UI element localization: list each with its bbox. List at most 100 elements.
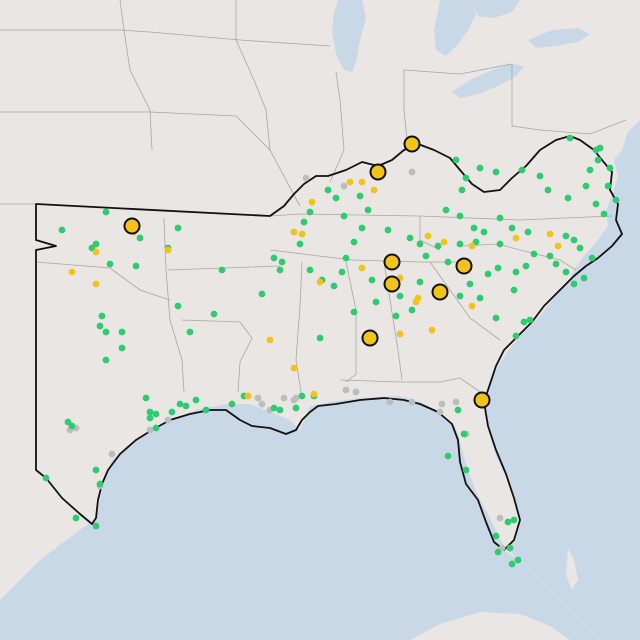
green-marker[interactable]	[434, 242, 442, 250]
green-marker[interactable]	[456, 240, 464, 248]
green-marker[interactable]	[512, 332, 520, 340]
yellow-marker[interactable]	[68, 268, 76, 276]
yellow-marker[interactable]	[244, 392, 252, 400]
gray-marker[interactable]	[438, 400, 446, 408]
green-marker[interactable]	[72, 514, 80, 522]
green-marker[interactable]	[508, 560, 516, 568]
green-marker[interactable]	[606, 164, 614, 172]
green-marker[interactable]	[384, 226, 392, 234]
green-marker[interactable]	[118, 328, 126, 336]
green-marker[interactable]	[364, 206, 372, 214]
gray-marker[interactable]	[452, 398, 460, 406]
green-marker[interactable]	[604, 182, 612, 190]
yellow-marker[interactable]	[554, 242, 562, 250]
green-marker[interactable]	[612, 196, 620, 204]
green-marker[interactable]	[522, 262, 530, 270]
green-marker[interactable]	[562, 232, 570, 240]
green-marker[interactable]	[588, 254, 596, 262]
large-yellow-marker[interactable]	[431, 283, 449, 301]
green-marker[interactable]	[146, 414, 154, 422]
green-marker[interactable]	[136, 234, 144, 242]
large-yellow-marker[interactable]	[369, 163, 387, 181]
green-marker[interactable]	[340, 212, 348, 220]
green-marker[interactable]	[514, 556, 522, 564]
yellow-marker[interactable]	[358, 178, 366, 186]
green-marker[interactable]	[270, 404, 278, 412]
green-marker[interactable]	[462, 174, 470, 182]
green-marker[interactable]	[106, 260, 114, 268]
green-marker[interactable]	[510, 286, 518, 294]
gray-marker[interactable]	[342, 386, 350, 394]
yellow-marker[interactable]	[468, 302, 476, 310]
green-marker[interactable]	[512, 268, 520, 276]
green-marker[interactable]	[338, 268, 346, 276]
green-marker[interactable]	[270, 254, 278, 262]
green-marker[interactable]	[496, 214, 504, 222]
green-marker[interactable]	[504, 518, 512, 526]
green-marker[interactable]	[306, 266, 314, 274]
yellow-marker[interactable]	[428, 326, 436, 334]
yellow-marker[interactable]	[396, 330, 404, 338]
green-marker[interactable]	[118, 344, 126, 352]
green-marker[interactable]	[456, 212, 464, 220]
gray-marker[interactable]	[352, 388, 360, 396]
green-marker[interactable]	[92, 466, 100, 474]
green-marker[interactable]	[576, 244, 584, 252]
green-marker[interactable]	[492, 168, 500, 176]
green-marker[interactable]	[408, 306, 416, 314]
green-marker[interactable]	[358, 224, 366, 232]
green-marker[interactable]	[42, 474, 50, 482]
large-yellow-marker[interactable]	[403, 135, 421, 153]
green-marker[interactable]	[350, 238, 358, 246]
yellow-marker[interactable]	[414, 294, 422, 302]
green-marker[interactable]	[526, 316, 534, 324]
green-marker[interactable]	[544, 186, 552, 194]
green-marker[interactable]	[202, 406, 210, 414]
yellow-marker[interactable]	[440, 238, 448, 246]
green-marker[interactable]	[186, 328, 194, 336]
gray-marker[interactable]	[254, 394, 262, 402]
green-marker[interactable]	[68, 422, 76, 430]
green-marker[interactable]	[278, 258, 286, 266]
yellow-marker[interactable]	[308, 198, 316, 206]
green-marker[interactable]	[132, 262, 140, 270]
green-marker[interactable]	[536, 172, 544, 180]
green-marker[interactable]	[168, 408, 176, 416]
green-marker[interactable]	[396, 292, 404, 300]
gray-marker[interactable]	[408, 398, 416, 406]
large-yellow-marker[interactable]	[361, 329, 379, 347]
green-marker[interactable]	[466, 280, 474, 288]
green-marker[interactable]	[58, 226, 66, 234]
green-marker[interactable]	[342, 254, 350, 262]
green-marker[interactable]	[332, 194, 340, 202]
gray-marker[interactable]	[496, 514, 504, 522]
gray-marker[interactable]	[146, 426, 154, 434]
green-marker[interactable]	[372, 298, 380, 306]
green-marker[interactable]	[460, 430, 468, 438]
green-marker[interactable]	[452, 156, 460, 164]
green-marker[interactable]	[306, 208, 314, 216]
green-marker[interactable]	[102, 208, 110, 216]
green-marker[interactable]	[594, 156, 602, 164]
green-marker[interactable]	[570, 236, 578, 244]
yellow-marker[interactable]	[310, 390, 318, 398]
yellow-marker[interactable]	[92, 280, 100, 288]
yellow-marker[interactable]	[290, 364, 298, 372]
yellow-marker[interactable]	[164, 246, 172, 254]
gray-marker[interactable]	[408, 168, 416, 176]
yellow-marker[interactable]	[512, 234, 520, 242]
green-marker[interactable]	[406, 234, 414, 242]
yellow-marker[interactable]	[92, 248, 100, 256]
yellow-marker[interactable]	[298, 230, 306, 238]
green-marker[interactable]	[462, 466, 470, 474]
green-marker[interactable]	[492, 532, 500, 540]
green-marker[interactable]	[564, 194, 572, 202]
large-yellow-marker[interactable]	[383, 275, 401, 293]
green-marker[interactable]	[562, 268, 570, 276]
green-marker[interactable]	[506, 544, 514, 552]
green-marker[interactable]	[484, 270, 492, 278]
green-marker[interactable]	[456, 292, 464, 300]
gray-marker[interactable]	[258, 400, 266, 408]
green-marker[interactable]	[174, 302, 182, 310]
